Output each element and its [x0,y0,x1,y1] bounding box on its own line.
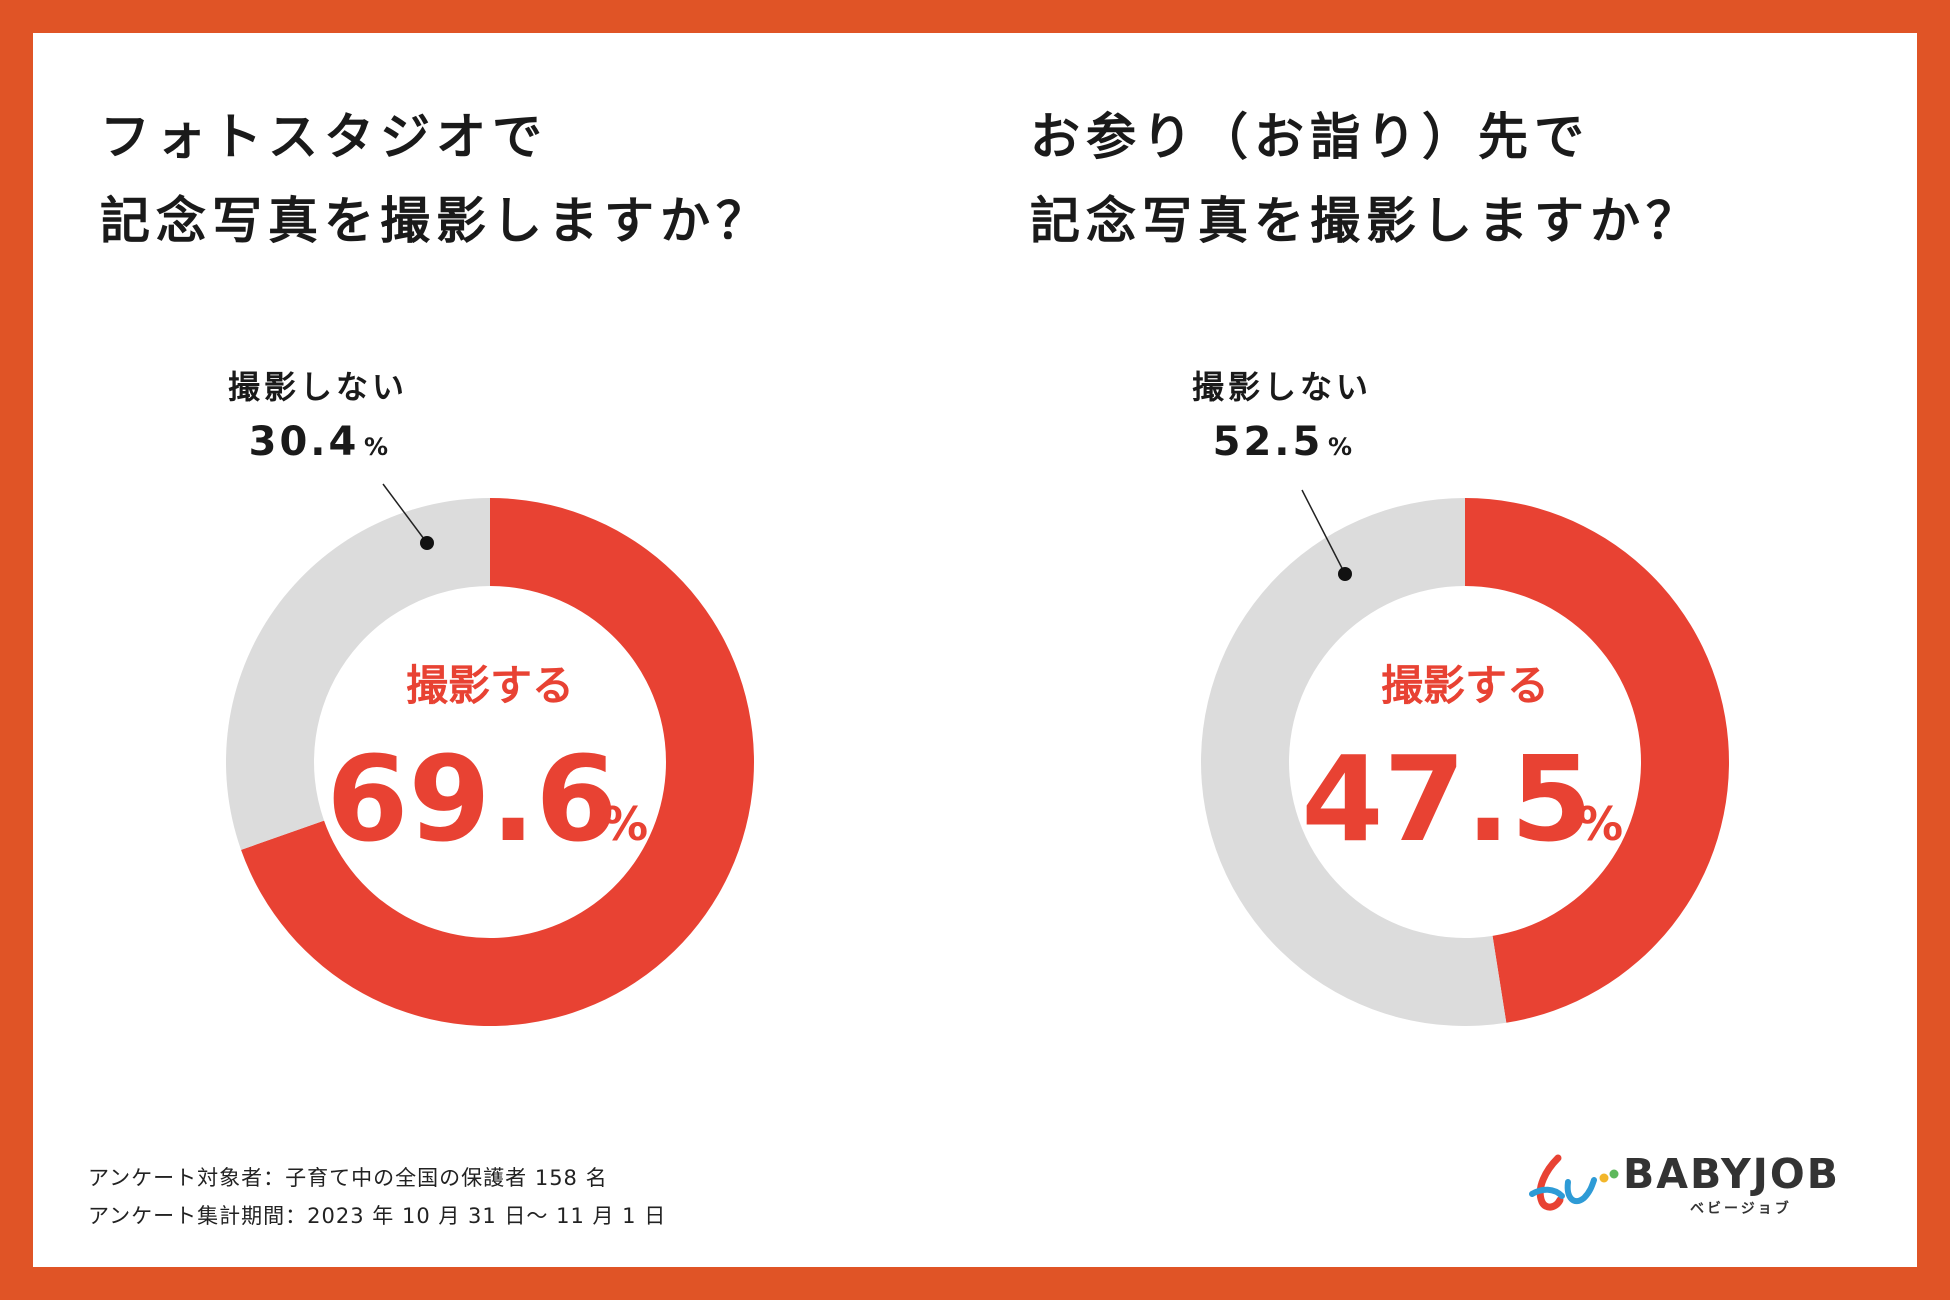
center-unit: % [602,797,648,851]
center-label: 撮影する [1381,661,1549,710]
center-value: 47.5 [1301,730,1592,868]
donut-chart-2: 撮影する 47.5% 撮影しない 52.5% [1192,368,1729,1026]
babyjob-logo-icon [1529,1154,1619,1211]
slice-yes [241,498,754,1026]
chart-title-right: お参り（お詣り）先で 記念写真を撮影しますか？ [1030,95,1702,263]
logo-text: BABYJOB [1623,1150,1841,1198]
leader-dot [420,536,434,550]
footnote-period: アンケート集計期間：2023 年 10 月 31 日～ 11 月 1 日 [88,1204,667,1228]
outside-label: 撮影しない [1192,368,1372,406]
center-label: 撮影する [406,661,574,710]
outside-label: 撮影しない [228,368,408,406]
babyjob-logo: BABYJOB ベビージョブ [1528,1148,1868,1218]
outside-value: 30.4 [249,419,360,465]
chart-title-left: フォトスタジオで 記念写真を撮影しますか？ [100,95,772,263]
slice-no [225,498,490,850]
outside-unit: % [1328,433,1352,461]
outside-unit: % [364,433,388,461]
leader-line [1301,489,1346,575]
slice-yes [1465,498,1729,1023]
leader-line [382,483,428,544]
logo-subtext: ベビージョブ [1690,1201,1792,1217]
footnote-respondents: アンケート対象者：子育て中の全国の保護者 158 名 [88,1166,608,1190]
title-line: フォトスタジオで [100,108,548,166]
slice-no [1200,498,1507,1026]
title-line: お参り（お詣り）先で [1030,108,1590,166]
donut-chart-1: 撮影する 69.6% 撮影しない 30.4% [225,368,754,1026]
center-value: 69.6 [326,730,617,868]
leader-dot [1338,567,1352,581]
outside-value: 52.5 [1213,419,1324,465]
center-unit: % [1577,797,1623,851]
title-line: 記念写真を撮影しますか？ [1030,192,1702,250]
title-line: 記念写真を撮影しますか？ [100,192,772,250]
